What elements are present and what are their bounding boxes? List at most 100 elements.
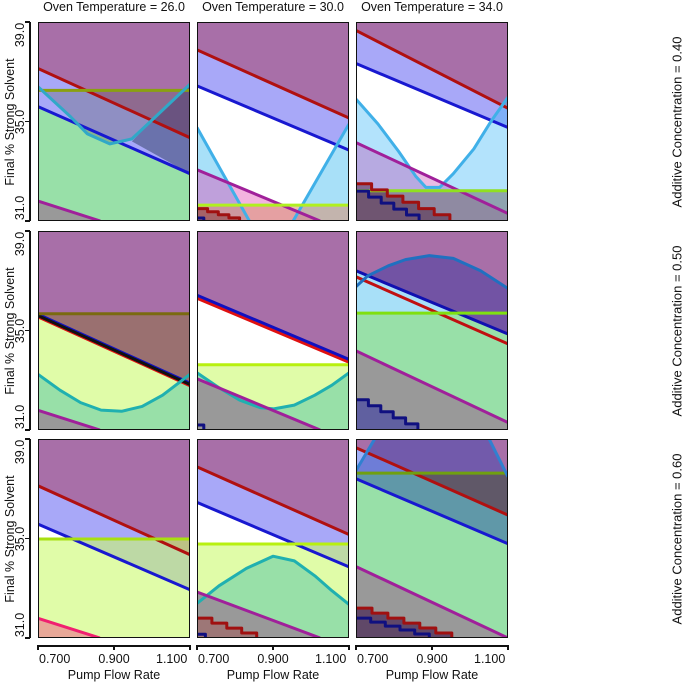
row-strip-label: Additive Concentration = 0.40: [669, 34, 685, 209]
x-tick-label: 0.900: [416, 652, 448, 666]
y-tick: [25, 329, 30, 332]
stair-contour-line: [356, 606, 454, 638]
contour-region: [356, 30, 508, 128]
y-axis-title: Final % Strong Solvent: [3, 474, 17, 603]
y-tick-label: 39.0: [13, 231, 27, 257]
panel-plot: [38, 231, 190, 430]
contour-line: [356, 96, 508, 189]
contour-line: [38, 408, 101, 430]
panel-r1-c3: [356, 22, 508, 221]
contour-region: [356, 22, 508, 109]
panel-plot: [356, 22, 508, 221]
y-tick: [25, 429, 30, 431]
contour-region: [197, 378, 321, 430]
contour-region: [356, 231, 508, 334]
contour-line: [356, 275, 508, 346]
y-tick-label: 39.0: [13, 22, 27, 48]
panel-plot: [197, 439, 349, 638]
x-tick-label: 0.900: [257, 652, 289, 666]
panel-r3-c2: [197, 439, 349, 638]
contour-line: [197, 168, 321, 221]
contour-line: [356, 269, 508, 336]
panel-r2-c3: [356, 231, 508, 430]
stair-contour-line: [356, 189, 421, 221]
contour-line: [38, 373, 190, 413]
stair-contour-line: [197, 632, 207, 638]
x-tick-label: 0.700: [198, 652, 230, 666]
panel-plot: [197, 22, 349, 221]
x-tick-label: 0.700: [357, 652, 389, 666]
contour-line: [38, 105, 190, 176]
stair-contour-line: [356, 616, 431, 638]
x-tick: [507, 645, 509, 650]
stair-contour-line: [356, 182, 452, 221]
stair-contour-line: [197, 207, 242, 221]
contour-line: [38, 83, 190, 146]
contour-line: [356, 349, 508, 424]
y-tick: [25, 230, 30, 232]
contour-region: [38, 374, 190, 430]
panel-plot: [38, 22, 190, 221]
panel-plot: [356, 231, 508, 430]
contour-line: [356, 29, 508, 110]
contour-line: [197, 590, 321, 638]
contour-region: [41, 90, 184, 144]
contour-region: [197, 22, 349, 118]
column-strip-label: Oven Temperature = 26.0: [43, 0, 185, 14]
contour-line: [356, 446, 508, 517]
contour-line: [38, 484, 190, 557]
contour-line: [197, 296, 349, 364]
x-tick: [113, 645, 115, 650]
y-tick: [25, 438, 30, 440]
contour-line: [356, 62, 508, 129]
contour-region: [197, 231, 349, 360]
column-strip-label: Oven Temperature = 34.0: [361, 0, 503, 14]
panel-r3-c1: [38, 439, 190, 638]
y-tick: [25, 537, 30, 540]
y-tick: [25, 220, 30, 222]
x-axis-title: Pump Flow Rate: [226, 668, 320, 682]
y-axis-title: Final % Strong Solvent: [3, 266, 17, 395]
contour-region: [356, 399, 418, 430]
x-axis-title: Pump Flow Rate: [67, 668, 161, 682]
stair-contour-line: [356, 398, 420, 430]
x-tick: [348, 645, 350, 650]
contour-line: [197, 465, 349, 536]
contour-line: [356, 565, 508, 638]
row-strip-label: Additive Concentration = 0.50: [669, 243, 685, 418]
contour-region: [38, 439, 190, 555]
contour-line: [356, 477, 508, 546]
x-tick: [37, 645, 39, 650]
panel-r2-c1: [38, 231, 190, 430]
x-axis-title: Pump Flow Rate: [385, 668, 479, 682]
contour-line: [356, 141, 508, 215]
y-tick-label: 31.0: [13, 195, 27, 221]
x-tick: [272, 645, 274, 650]
contour-line: [38, 616, 101, 638]
contour-region: [131, 84, 190, 174]
row-strip-label: Additive Concentration = 0.60: [669, 451, 685, 626]
contour-line: [356, 439, 377, 472]
contour-region: [356, 350, 508, 430]
panel-r2-c2: [197, 231, 349, 430]
panel-plot: [356, 439, 508, 638]
panel-r3-c3: [356, 439, 508, 638]
panel-plot: [197, 231, 349, 430]
y-tick: [25, 120, 30, 123]
contour-line: [197, 554, 349, 606]
contour-line: [487, 439, 508, 478]
contour-line: [38, 199, 101, 221]
y-tick: [25, 21, 30, 23]
contour-line: [38, 67, 190, 140]
x-tick: [189, 645, 191, 650]
contour-line: [197, 84, 349, 152]
contour-region: [38, 618, 100, 638]
contour-line: [197, 293, 349, 361]
contour-line: [197, 501, 349, 569]
contour-region: [38, 22, 190, 138]
panel-r1-c2: [197, 22, 349, 221]
y-tick-label: 39.0: [13, 439, 27, 465]
x-tick-label: 1.100: [474, 652, 506, 666]
y-tick-label: 31.0: [13, 404, 27, 430]
contour-region: [38, 410, 100, 430]
